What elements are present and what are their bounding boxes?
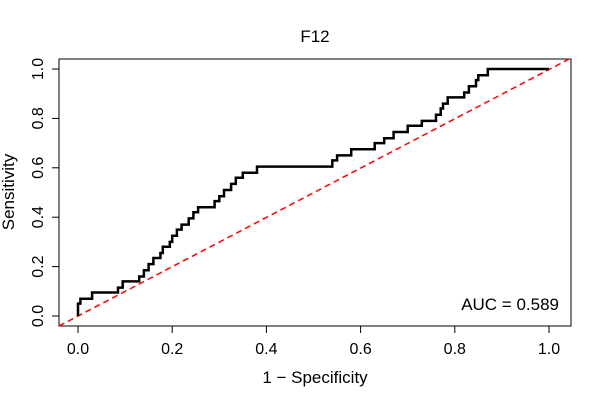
chart-title: F12	[300, 27, 329, 46]
y-axis: 0.0 0.2 0.4 0.6 0.8 1.0	[30, 58, 60, 327]
x-tick-label: 0.2	[161, 341, 183, 358]
x-axis-label: 1 − Specificity	[262, 368, 368, 387]
y-tick-label: 1.0	[30, 58, 47, 80]
x-tick-label: 0.4	[255, 341, 277, 358]
x-tick-label: 0.0	[67, 341, 89, 358]
reference-diagonal-line	[58, 57, 572, 327]
x-tick-label: 1.0	[538, 341, 560, 358]
y-tick-label: 0.6	[30, 157, 47, 179]
roc-curve-line	[76, 67, 549, 316]
x-axis: 0.0 0.2 0.4 0.6 0.8 1.0	[67, 325, 560, 358]
y-tick-label: 0.4	[30, 206, 47, 228]
x-tick-label: 0.8	[444, 341, 466, 358]
y-tick-label: 0.2	[30, 255, 47, 277]
auc-annotation: AUC = 0.589	[461, 295, 559, 314]
y-tick-label: 0.8	[30, 107, 47, 129]
y-tick-label: 0.0	[30, 305, 47, 327]
x-tick-label: 0.6	[349, 341, 371, 358]
y-axis-label: Sensitivity	[0, 153, 18, 230]
